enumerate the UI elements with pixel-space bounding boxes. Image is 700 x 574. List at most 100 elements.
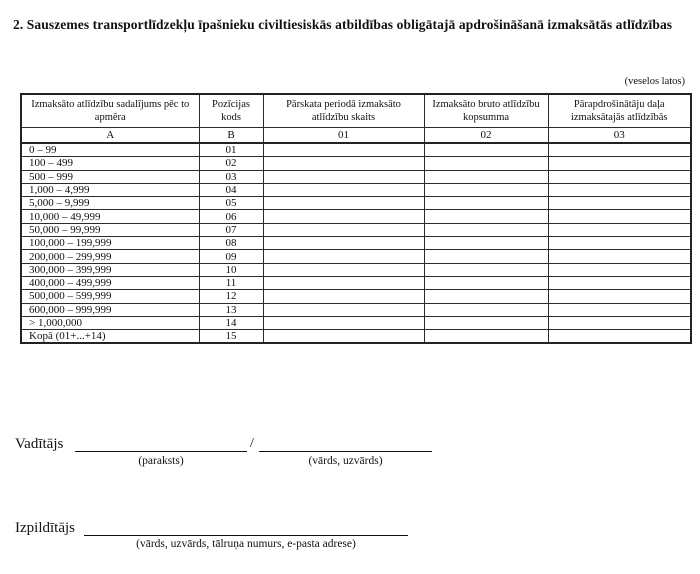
position-code-cell: 08 bbox=[198, 236, 264, 251]
entry-cell-02[interactable] bbox=[423, 182, 549, 198]
entry-cell-03[interactable] bbox=[547, 209, 692, 224]
entry-cell-02[interactable] bbox=[423, 302, 549, 317]
executor-caption: (vārds, uzvārds, tālruņa numurs, e-pasta… bbox=[136, 538, 356, 550]
position-code-cell: 11 bbox=[198, 275, 264, 291]
entry-cell-01[interactable] bbox=[262, 196, 425, 211]
entry-cell-01[interactable] bbox=[262, 169, 425, 184]
column-header: Pozīcijas kods bbox=[198, 93, 264, 128]
entry-cell-03[interactable] bbox=[547, 142, 692, 158]
table-row: 1,000 – 4,999 04 bbox=[20, 182, 692, 198]
amount-range-cell: Kopā (01+...+14) bbox=[20, 329, 200, 344]
entry-cell-03[interactable] bbox=[547, 196, 692, 211]
position-code-cell: 02 bbox=[198, 156, 264, 171]
header-codes-row: A B 01 02 03 bbox=[20, 127, 692, 144]
entry-cell-03[interactable] bbox=[547, 249, 692, 264]
executor-label: Izpildītājs bbox=[15, 520, 75, 536]
entry-cell-02[interactable] bbox=[423, 329, 549, 344]
entry-cell-02[interactable] bbox=[423, 289, 549, 304]
amount-range-cell: > 1,000,000 bbox=[20, 315, 200, 331]
entry-cell-03[interactable] bbox=[547, 315, 692, 331]
column-code: A bbox=[20, 127, 200, 144]
table-row: 100,000 – 199,999 08 bbox=[20, 236, 692, 251]
entry-cell-03[interactable] bbox=[547, 182, 692, 198]
entry-cell-01[interactable] bbox=[262, 209, 425, 224]
entry-cell-01[interactable] bbox=[262, 142, 425, 158]
position-code-cell: 01 bbox=[198, 142, 264, 158]
entry-cell-03[interactable] bbox=[547, 236, 692, 251]
table-row: 50,000 – 99,999 07 bbox=[20, 222, 692, 238]
entry-cell-01[interactable] bbox=[262, 275, 425, 291]
entry-cell-02[interactable] bbox=[423, 209, 549, 224]
entry-cell-02[interactable] bbox=[423, 169, 549, 184]
column-code: 03 bbox=[547, 127, 692, 144]
entry-cell-01[interactable] bbox=[262, 249, 425, 264]
entry-cell-01[interactable] bbox=[262, 302, 425, 317]
entry-cell-01[interactable] bbox=[262, 236, 425, 251]
entry-cell-03[interactable] bbox=[547, 289, 692, 304]
table-row: 500,000 – 599,999 12 bbox=[20, 289, 692, 304]
entry-cell-03[interactable] bbox=[547, 262, 692, 277]
manager-signature-caption: (paraksts) bbox=[138, 455, 184, 467]
entry-cell-02[interactable] bbox=[423, 262, 549, 277]
amount-range-cell: 200,000 – 299,999 bbox=[20, 249, 200, 264]
position-code-cell: 07 bbox=[198, 222, 264, 238]
entry-cell-01[interactable] bbox=[262, 262, 425, 277]
amount-range-cell: 1,000 – 4,999 bbox=[20, 182, 200, 198]
entry-cell-02[interactable] bbox=[423, 196, 549, 211]
entry-cell-01[interactable] bbox=[262, 289, 425, 304]
column-header: Izmaksāto atlīdzību sadalījums pēc to ap… bbox=[20, 93, 200, 128]
amount-range-cell: 600,000 – 999,999 bbox=[20, 302, 200, 317]
table-row: 5,000 – 9,999 05 bbox=[20, 196, 692, 211]
entry-cell-02[interactable] bbox=[423, 315, 549, 331]
amount-range-cell: 50,000 – 99,999 bbox=[20, 222, 200, 238]
section-title: 2. Sauszemes transportlīdzekļu īpašnieku… bbox=[13, 17, 673, 32]
entry-cell-03[interactable] bbox=[547, 329, 692, 344]
table-row: 200,000 – 299,999 09 bbox=[20, 249, 692, 264]
table-header: Izmaksāto atlīdzību sadalījums pēc to ap… bbox=[20, 93, 692, 144]
payouts-table: Izmaksāto atlīdzību sadalījums pēc to ap… bbox=[20, 93, 692, 345]
table-row: 400,000 – 499,999 11 bbox=[20, 275, 692, 291]
entry-cell-02[interactable] bbox=[423, 249, 549, 264]
entry-cell-01[interactable] bbox=[262, 222, 425, 238]
entry-cell-02[interactable] bbox=[423, 142, 549, 158]
amount-range-cell: 5,000 – 9,999 bbox=[20, 196, 200, 211]
amount-range-cell: 500,000 – 599,999 bbox=[20, 289, 200, 304]
table-row: 600,000 – 999,999 13 bbox=[20, 302, 692, 317]
column-code: 01 bbox=[262, 127, 425, 144]
entry-cell-03[interactable] bbox=[547, 302, 692, 317]
position-code-cell: 10 bbox=[198, 262, 264, 277]
position-code-cell: 12 bbox=[198, 289, 264, 304]
position-code-cell: 13 bbox=[198, 302, 264, 317]
amount-range-cell: 100 – 499 bbox=[20, 156, 200, 171]
entry-cell-01[interactable] bbox=[262, 315, 425, 331]
executor-line[interactable] bbox=[84, 517, 408, 536]
entry-cell-03[interactable] bbox=[547, 222, 692, 238]
entry-cell-01[interactable] bbox=[262, 156, 425, 171]
entry-cell-02[interactable] bbox=[423, 275, 549, 291]
amount-range-cell: 100,000 – 199,999 bbox=[20, 236, 200, 251]
manager-name-line[interactable] bbox=[259, 433, 432, 452]
column-code: B bbox=[198, 127, 264, 144]
position-code-cell: 04 bbox=[198, 182, 264, 198]
slash-separator: / bbox=[250, 436, 254, 451]
entry-cell-03[interactable] bbox=[547, 169, 692, 184]
manager-label: Vadītājs bbox=[15, 436, 64, 452]
position-code-cell: 09 bbox=[198, 249, 264, 264]
entry-cell-02[interactable] bbox=[423, 156, 549, 171]
table-row: 100 – 499 02 bbox=[20, 156, 692, 171]
table-row: 300,000 – 399,999 10 bbox=[20, 262, 692, 277]
column-code: 02 bbox=[423, 127, 549, 144]
entry-cell-02[interactable] bbox=[423, 222, 549, 238]
amount-range-cell: 400,000 – 499,999 bbox=[20, 275, 200, 291]
column-header: Pārapdrošinātāju daļa izmaksātajās atlīd… bbox=[547, 93, 692, 128]
amount-range-cell: 300,000 – 399,999 bbox=[20, 262, 200, 277]
entry-cell-01[interactable] bbox=[262, 182, 425, 198]
entry-cell-03[interactable] bbox=[547, 156, 692, 171]
entry-cell-03[interactable] bbox=[547, 275, 692, 291]
position-code-cell: 03 bbox=[198, 169, 264, 184]
entry-cell-02[interactable] bbox=[423, 236, 549, 251]
position-code-cell: 15 bbox=[198, 329, 264, 344]
manager-signature-line[interactable] bbox=[75, 433, 247, 452]
table-body: 0 – 99 01 100 – 499 02 500 – 999 03 1,000 – 4,… bbox=[20, 142, 692, 344]
entry-cell-01[interactable] bbox=[262, 329, 425, 344]
